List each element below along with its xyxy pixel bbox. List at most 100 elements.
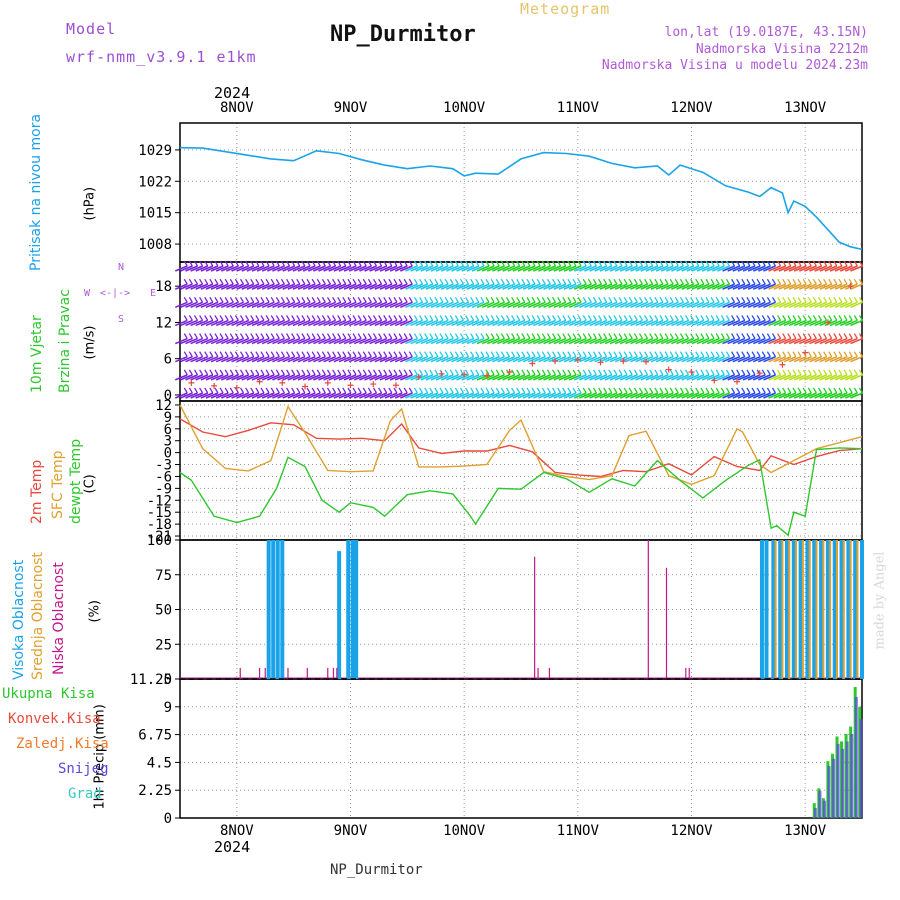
snow-bar <box>813 808 817 818</box>
wind-barb <box>630 374 643 381</box>
wind-barb-flag <box>572 278 577 285</box>
wind-barb-flag <box>572 351 577 358</box>
wind-barb-flag <box>378 315 383 321</box>
wind-barb-flag <box>746 315 751 321</box>
wind-barb <box>630 283 643 290</box>
wind-barb-flag <box>638 315 644 321</box>
wind-barb-flag <box>383 315 388 321</box>
wind-barb <box>261 392 275 399</box>
wind-barb <box>788 337 802 345</box>
wind-barb <box>333 392 347 399</box>
wind-barb <box>507 319 521 327</box>
wind-barb <box>195 283 209 290</box>
wind-barb <box>389 319 403 327</box>
wind-barb <box>763 374 776 381</box>
wind-barb-flag <box>613 260 618 267</box>
high-cloud-bar <box>784 540 789 679</box>
wind-barb <box>328 392 342 399</box>
y-tick-label: 18 <box>155 279 172 295</box>
wind-barb <box>466 265 480 272</box>
wind-barb-flag <box>531 315 536 321</box>
wind-barb <box>236 265 249 272</box>
wind-barb-flag <box>393 315 398 321</box>
wind-barb-flag <box>490 369 495 376</box>
wind-barb <box>558 392 572 399</box>
wind-barb <box>236 392 249 399</box>
wind-barb-flag <box>546 387 551 394</box>
wind-barb-flag <box>598 278 603 285</box>
wind-barb <box>364 355 377 363</box>
wind-speed-point <box>574 356 581 363</box>
wind-barb <box>635 392 648 399</box>
wind-barb-flag <box>628 387 633 394</box>
wind-barb-flag <box>490 278 495 285</box>
wind-barb-flag <box>828 351 833 358</box>
wind-barb-flag <box>505 260 511 267</box>
wind-barb-flag <box>239 387 245 394</box>
wind-barb-flag <box>633 296 638 303</box>
wind-barb <box>793 319 807 327</box>
wind-barb-flag <box>751 260 756 267</box>
y-tick-label: 0 <box>164 811 172 827</box>
wind-barb <box>845 355 858 363</box>
wind-barb-flag <box>674 260 679 267</box>
wind-barb-flag <box>771 278 777 285</box>
wind-barb <box>461 337 475 345</box>
wind-barb-flag <box>204 387 209 394</box>
wind-barb-flag <box>853 387 858 394</box>
wind-barb <box>814 319 827 327</box>
mid-cloud-bar <box>781 540 784 679</box>
wind-barb <box>379 265 393 272</box>
wind-barb-flag <box>214 278 219 285</box>
wind-barb <box>568 337 582 345</box>
wind-barb <box>834 319 848 327</box>
wind-barb-flag <box>255 315 260 321</box>
wind-barb-flag <box>444 369 449 376</box>
wind-barb <box>640 374 654 381</box>
wind-barb-flag <box>690 351 695 358</box>
wind-barb-flag <box>444 351 449 358</box>
wind-barb <box>758 283 771 290</box>
wind-barb <box>752 301 766 309</box>
wind-barb-flag <box>229 369 234 376</box>
wind-barb-flag <box>679 315 684 321</box>
wind-barb-flag <box>782 278 787 285</box>
low-cloud-bar <box>537 667 539 679</box>
legend-conv-rain: Konvek.Kisa <box>8 711 101 727</box>
wind-barb <box>364 319 377 327</box>
wind-barb-flag <box>705 351 710 358</box>
wind-barb-flag <box>347 296 352 303</box>
wind-barb-flag <box>577 278 582 285</box>
wind-barb-flag <box>465 260 470 267</box>
wind-barb <box>343 283 357 290</box>
wind-barb <box>492 374 505 381</box>
wind-barb <box>313 283 326 290</box>
wind-barb <box>231 283 244 290</box>
wind-barb-flag <box>710 369 715 376</box>
wind-barb-flag <box>613 315 618 321</box>
low-cloud-bar <box>336 667 338 679</box>
wind-barb <box>333 301 347 309</box>
wind-barb-flag <box>516 278 521 285</box>
wind-barb-flag <box>536 260 541 267</box>
wind-barb <box>640 355 654 363</box>
wind-barb-flag <box>250 369 255 376</box>
wind-barb <box>604 319 618 327</box>
wind-barb <box>384 355 398 363</box>
wind-barb-flag <box>454 387 459 394</box>
wind-barb-flag <box>378 333 383 339</box>
wind-barb <box>752 265 766 272</box>
day-label-bottom: 11NOV <box>557 823 600 839</box>
wind-barb-flag <box>598 369 603 376</box>
wind-barb <box>318 319 331 327</box>
wind-barb-flag <box>326 260 332 267</box>
wind-barb <box>666 337 679 345</box>
wind-barb <box>267 355 280 363</box>
low-cloud-bar <box>258 667 261 679</box>
wind-barb-flag <box>792 351 797 358</box>
wind-barb-flag <box>705 278 710 285</box>
wind-barb <box>333 319 347 327</box>
wind-barb <box>773 319 787 327</box>
wind-barb-flag <box>598 351 603 358</box>
